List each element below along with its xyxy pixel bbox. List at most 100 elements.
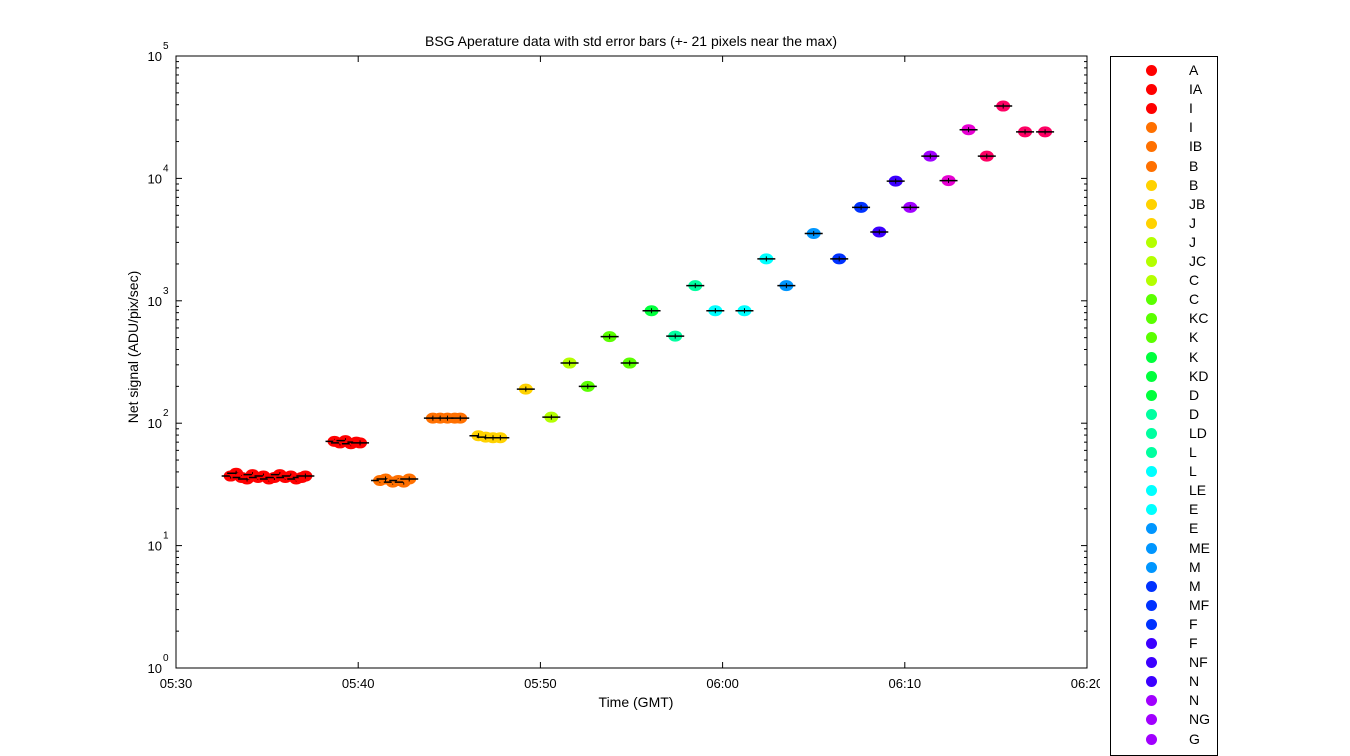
legend-item: C (1111, 271, 1217, 290)
legend-marker (1146, 217, 1157, 229)
legend-item: B (1111, 157, 1217, 176)
legend-item: J (1111, 214, 1217, 233)
legend-label: E (1189, 501, 1199, 518)
x-axis-label: Time (GMT) (599, 694, 674, 710)
legend-marker (1146, 408, 1157, 420)
plot-area: BSG Aperature data with std error bars (… (125, 33, 1100, 710)
legend-label: F (1189, 615, 1198, 632)
legend-marker (1146, 370, 1157, 382)
legend-item: N (1111, 672, 1217, 691)
y-tick-label: 10 (148, 294, 162, 309)
legend-item: L (1111, 462, 1217, 481)
legend-label: N (1189, 692, 1200, 709)
legend-marker (1146, 313, 1157, 325)
legend-label: B (1189, 157, 1199, 174)
legend-item: LE (1111, 481, 1217, 500)
legend-label: KC (1189, 310, 1209, 327)
legend-label: A (1189, 62, 1199, 78)
legend-label: L (1189, 444, 1197, 460)
legend-marker (1146, 447, 1157, 458)
legend-label: D (1189, 386, 1200, 403)
legend-item: B (1111, 176, 1217, 195)
legend-label: N (1189, 673, 1200, 690)
legend-label: IB (1189, 138, 1203, 155)
y-tick-exponent: 3 (163, 286, 169, 297)
legend-marker (1146, 638, 1157, 649)
legend: A IA I I IB B B JB J J JC C C KC K K KD D D LD L L LE E E ME M M MF F… (1110, 56, 1218, 756)
y-tick-exponent: 4 (163, 163, 169, 174)
legend-item: F (1111, 634, 1217, 653)
y-tick-label: 10 (148, 661, 162, 676)
legend-label: K (1189, 329, 1199, 346)
legend-label: LD (1189, 424, 1207, 441)
legend-marker (1146, 160, 1157, 172)
legend-marker (1146, 618, 1157, 630)
legend-marker (1146, 561, 1157, 573)
legend-label: F (1189, 635, 1198, 651)
y-tick-label: 10 (148, 49, 162, 64)
legend-item: L (1111, 443, 1217, 462)
legend-marker (1146, 466, 1157, 478)
data-marks (221, 100, 1055, 488)
legend-item: KD (1111, 367, 1217, 386)
y-tick-label: 10 (148, 171, 162, 186)
y-axis-label: Net signal (ADU/pix/sec) (125, 271, 141, 424)
legend-marker (1146, 389, 1157, 401)
legend-label: IA (1189, 81, 1203, 98)
legend-marker (1146, 122, 1157, 134)
y-tick-label: 10 (148, 416, 162, 431)
legend-item: N (1111, 691, 1217, 710)
legend-marker (1146, 103, 1157, 115)
legend-label: MF (1189, 596, 1210, 613)
chart-title: BSG Aperature data with std error bars (… (425, 33, 837, 49)
legend-marker (1146, 657, 1157, 669)
legend-label: M (1189, 558, 1201, 575)
x-tick-label: 05:40 (342, 676, 375, 691)
legend-label: G (1189, 730, 1200, 747)
legend-label: E (1189, 520, 1199, 537)
legend-item: D (1111, 405, 1217, 424)
legend-marker (1146, 84, 1157, 96)
legend-label: JC (1189, 253, 1207, 269)
legend-item: I (1111, 118, 1217, 137)
legend-label: JB (1189, 195, 1206, 212)
legend-item: E (1111, 519, 1217, 538)
y-tick-exponent: 2 (163, 408, 169, 419)
x-tick-label: 06:10 (889, 676, 922, 691)
legend-label: I (1189, 100, 1193, 117)
legend-label: D (1189, 405, 1200, 422)
plot-frame (175, 55, 1088, 669)
legend-item: D (1111, 386, 1217, 405)
legend-item: ME (1111, 539, 1217, 558)
legend-marker (1146, 198, 1157, 210)
legend-item: E (1111, 500, 1217, 519)
legend-marker (1146, 676, 1157, 688)
legend-item: LD (1111, 424, 1217, 443)
legend-marker (1146, 599, 1157, 611)
legend-marker (1146, 485, 1157, 497)
legend-item: JC (1111, 252, 1217, 271)
legend-marker (1146, 733, 1157, 745)
legend-label: C (1189, 291, 1200, 308)
legend-marker (1146, 351, 1157, 363)
x-tick-label: 06:20 (1071, 676, 1100, 691)
legend-item: JB (1111, 195, 1217, 214)
x-tick-label: 05:30 (160, 676, 193, 691)
legend-item: C (1111, 290, 1217, 309)
legend-item: IB (1111, 137, 1217, 156)
legend-item: IA (1111, 80, 1217, 99)
legend-item: K (1111, 348, 1217, 367)
legend-marker (1146, 580, 1157, 592)
x-tick-label: 06:00 (706, 676, 739, 691)
legend-marker (1146, 179, 1157, 191)
legend-marker (1146, 332, 1157, 344)
legend-marker (1146, 236, 1157, 248)
legend-label: NG (1189, 711, 1210, 728)
legend-label: M (1189, 577, 1201, 594)
legend-marker (1146, 542, 1157, 554)
legend-item: I (1111, 99, 1217, 118)
legend-marker (1146, 523, 1157, 535)
legend-marker (1146, 141, 1157, 153)
y-tick-exponent: 1 (163, 531, 169, 542)
